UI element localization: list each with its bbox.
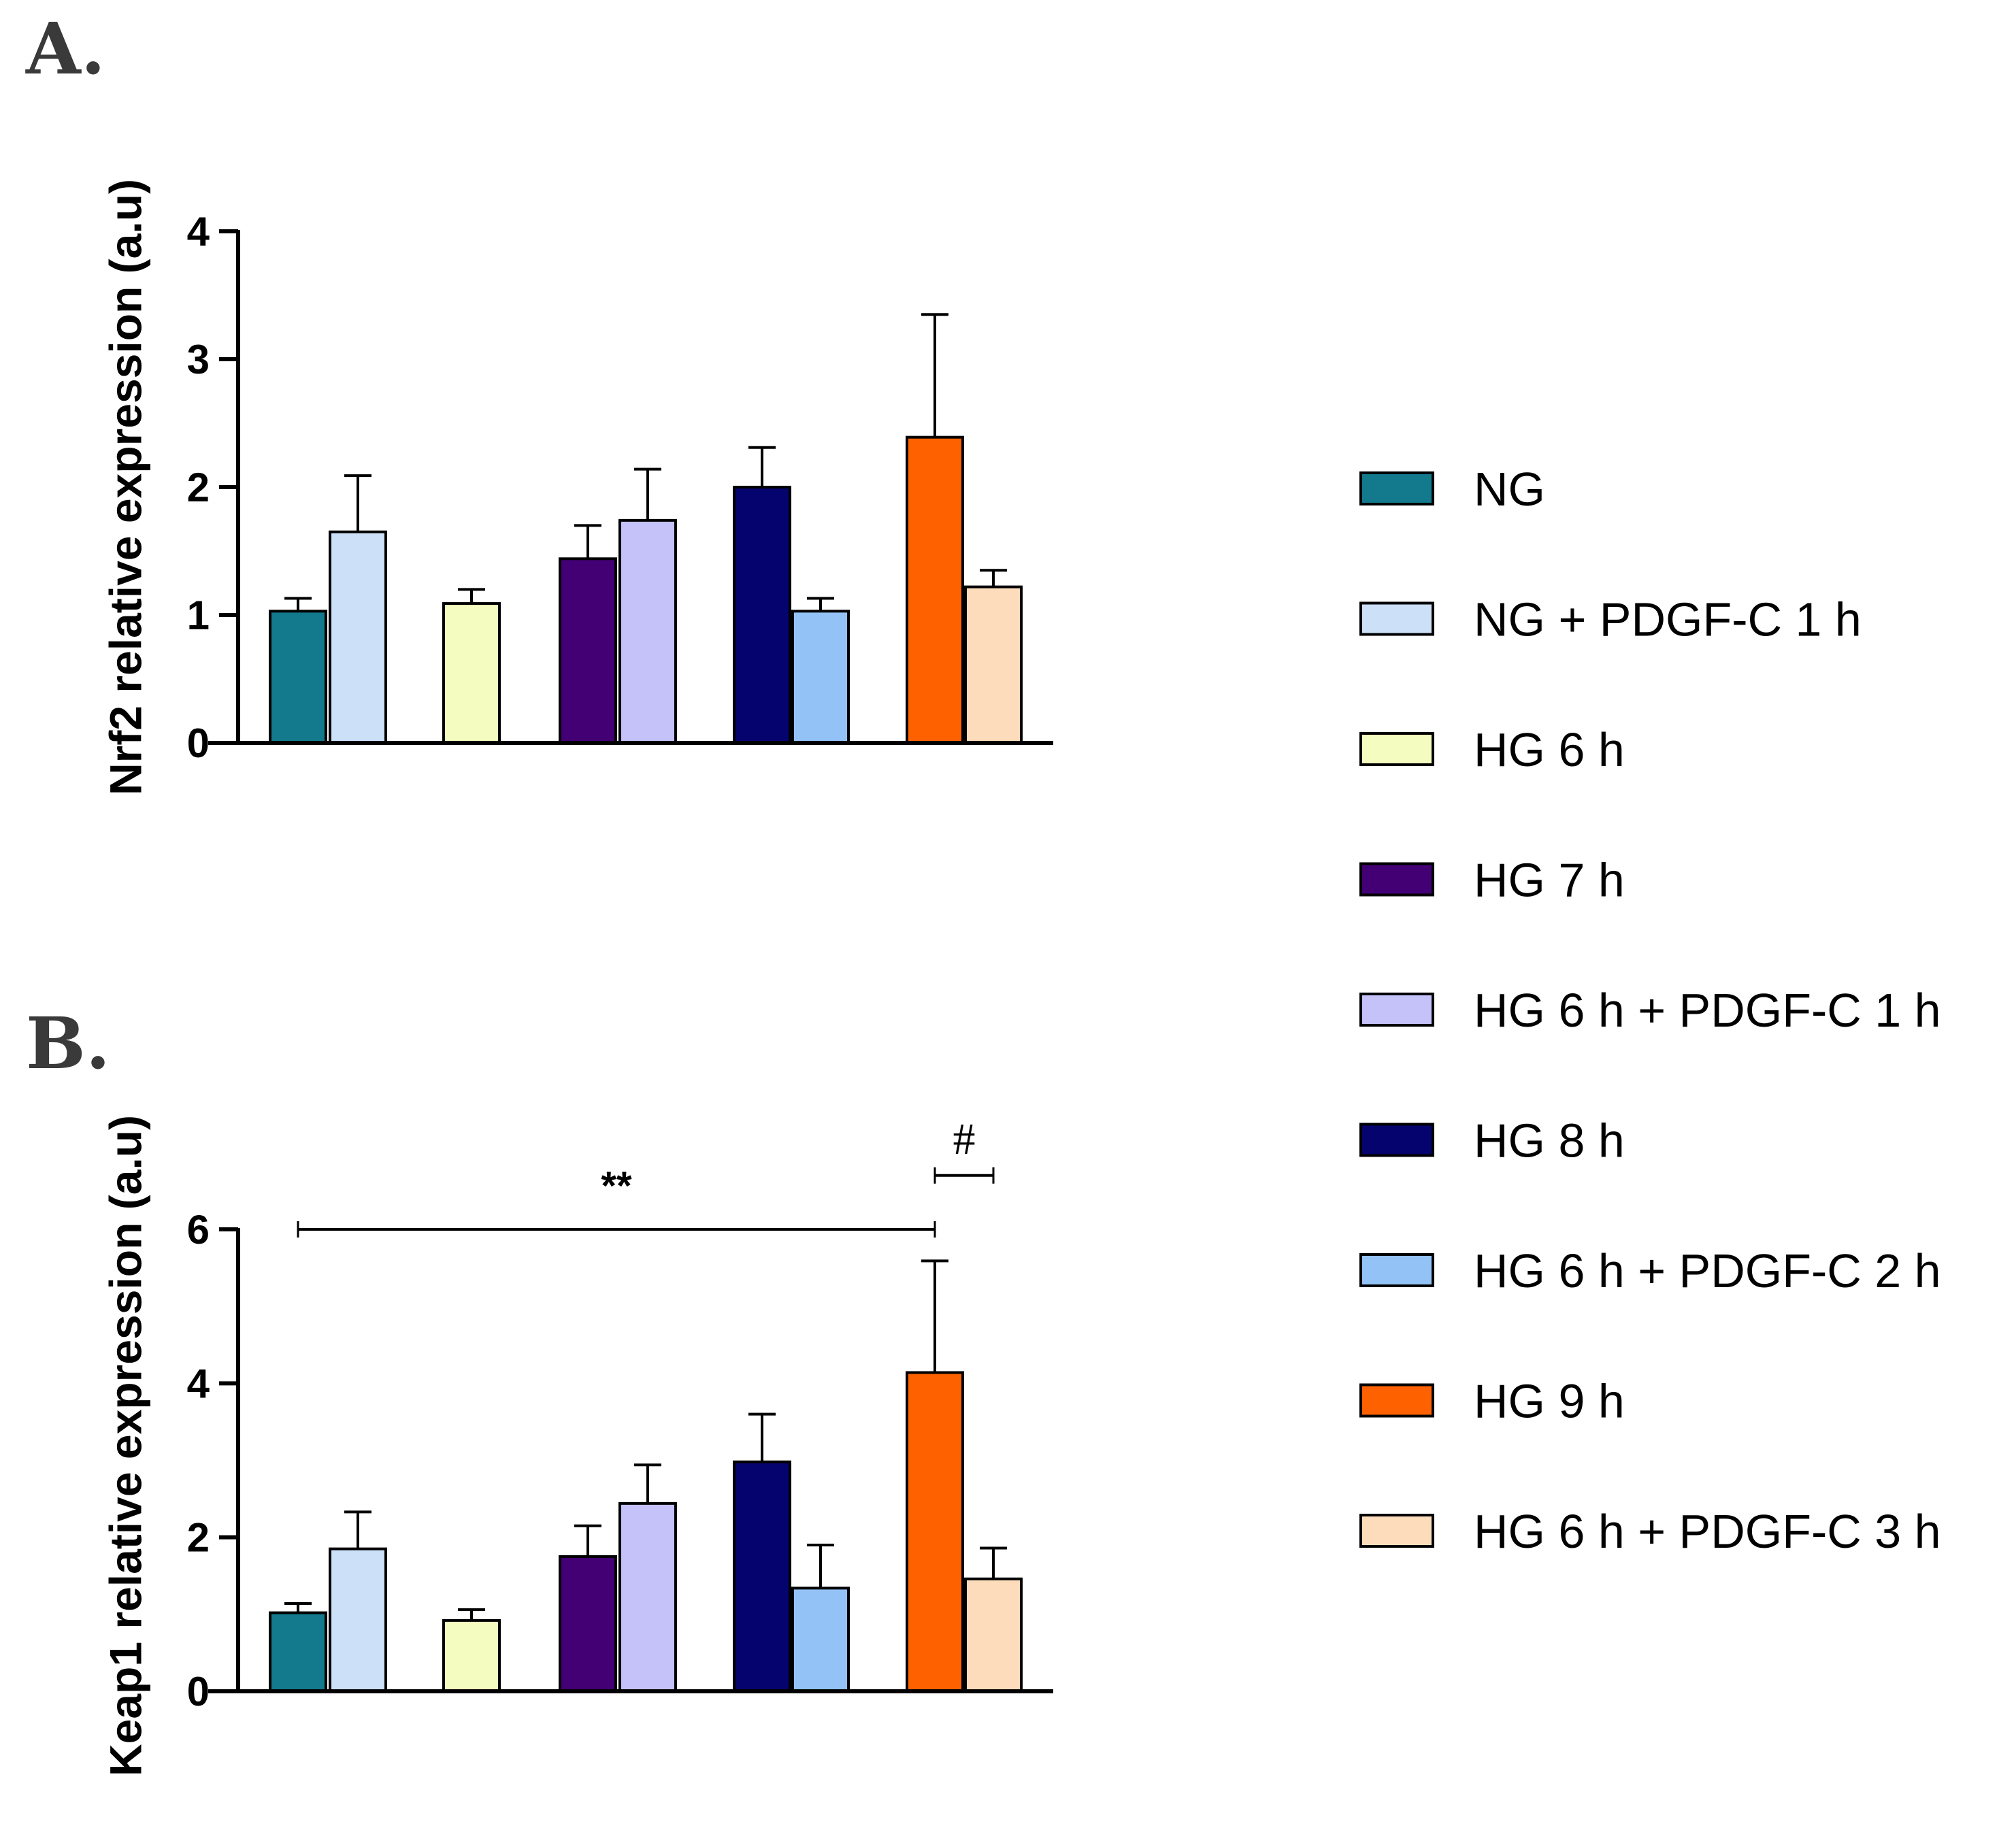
y-tick-label: 4	[187, 1361, 210, 1406]
y-tick-label: 0	[187, 720, 210, 766]
bar-hg-6-h-pdgf-c-3-h	[964, 585, 1023, 745]
legend-label: HG 9 h	[1474, 1375, 1625, 1428]
panel-b-label: B.	[26, 1001, 110, 1085]
legend-swatch	[1359, 993, 1434, 1027]
y-tick-label: 2	[187, 1515, 210, 1561]
legend-item: HG 9 h	[1359, 1375, 1625, 1428]
bar-ng-pdgf-c-1-h	[329, 1547, 387, 1693]
legend-label: NG	[1474, 463, 1545, 516]
legend-swatch	[1359, 862, 1434, 897]
y-tick-label: 3	[187, 337, 210, 382]
legend-label: HG 6 h + PDGF-C 2 h	[1474, 1244, 1941, 1297]
y-tick-label: 1	[187, 593, 210, 638]
legend-label: HG 6 h	[1474, 723, 1625, 776]
bar-hg-6-h-pdgf-c-2-h	[791, 610, 850, 744]
legend-item: HG 6 h + PDGF-C 2 h	[1359, 1244, 1941, 1297]
bar-hg-6-h-pdgf-c-1-h	[618, 518, 677, 744]
significance-label: #	[953, 1114, 976, 1164]
bar-hg-9-h	[906, 435, 964, 744]
legend-swatch	[1359, 1123, 1434, 1157]
legend-item: HG 6 h + PDGF-C 1 h	[1359, 984, 1941, 1037]
legend-swatch	[1359, 1514, 1434, 1548]
bar-hg-7-h	[559, 557, 617, 745]
legend-swatch	[1359, 732, 1434, 766]
legend-label: HG 8 h	[1474, 1114, 1625, 1167]
bar-hg-8-h	[733, 1460, 791, 1693]
legend-item: NG + PDGF-C 1 h	[1359, 593, 1862, 646]
bar-hg-6-h	[442, 602, 501, 745]
bar-ng-pdgf-c-1-h	[329, 530, 387, 744]
legend: NG NG + PDGF-C 1 h HG 6 h HG 7 h HG 6 h + PD…	[1359, 463, 1941, 1558]
bar-hg-6-h	[442, 1618, 501, 1693]
y-tick-label: 6	[187, 1207, 210, 1252]
chart-keap1: Keap1 relative expression (a.u) 0 2 4 6 ** #	[100, 1114, 1053, 1776]
bar-hg-8-h	[733, 486, 791, 744]
legend-item: HG 7 h	[1359, 854, 1625, 907]
legend-swatch	[1359, 1253, 1434, 1287]
legend-label: NG + PDGF-C 1 h	[1474, 593, 1862, 646]
legend-label: HG 6 h + PDGF-C 1 h	[1474, 984, 1941, 1037]
bar-ng	[269, 610, 327, 744]
bar-hg-6-h-pdgf-c-1-h	[618, 1501, 677, 1693]
y-axis-title: Keap1 relative expression (a.u)	[100, 1115, 150, 1776]
y-tick-label: 0	[187, 1669, 210, 1714]
bar-hg-7-h	[559, 1555, 617, 1693]
chart-nrf2: Nrf2 relative expression (a.u) 0 1 2 3 4	[100, 179, 1053, 795]
legend-label: HG 7 h	[1474, 854, 1625, 907]
bar-hg-9-h	[906, 1371, 964, 1693]
bar-hg-6-h-pdgf-c-3-h	[964, 1577, 1023, 1693]
y-tick-label: 2	[187, 465, 210, 510]
y-tick-label: 4	[187, 209, 210, 254]
significance-label: **	[601, 1164, 632, 1208]
legend-swatch	[1359, 601, 1434, 636]
y-axis-title: Nrf2 relative expression (a.u)	[100, 179, 150, 795]
legend-swatch	[1359, 1383, 1434, 1418]
panel-a-label: A.	[25, 7, 105, 90]
legend-item: HG 8 h	[1359, 1114, 1625, 1167]
legend-item: HG 6 h + PDGF-C 3 h	[1359, 1505, 1941, 1558]
legend-label: HG 6 h + PDGF-C 3 h	[1474, 1505, 1941, 1558]
bar-hg-6-h-pdgf-c-2-h	[791, 1587, 850, 1693]
legend-item: HG 6 h	[1359, 723, 1625, 776]
bar-ng	[269, 1611, 327, 1693]
legend-item: NG	[1359, 463, 1545, 516]
legend-swatch	[1359, 471, 1434, 505]
